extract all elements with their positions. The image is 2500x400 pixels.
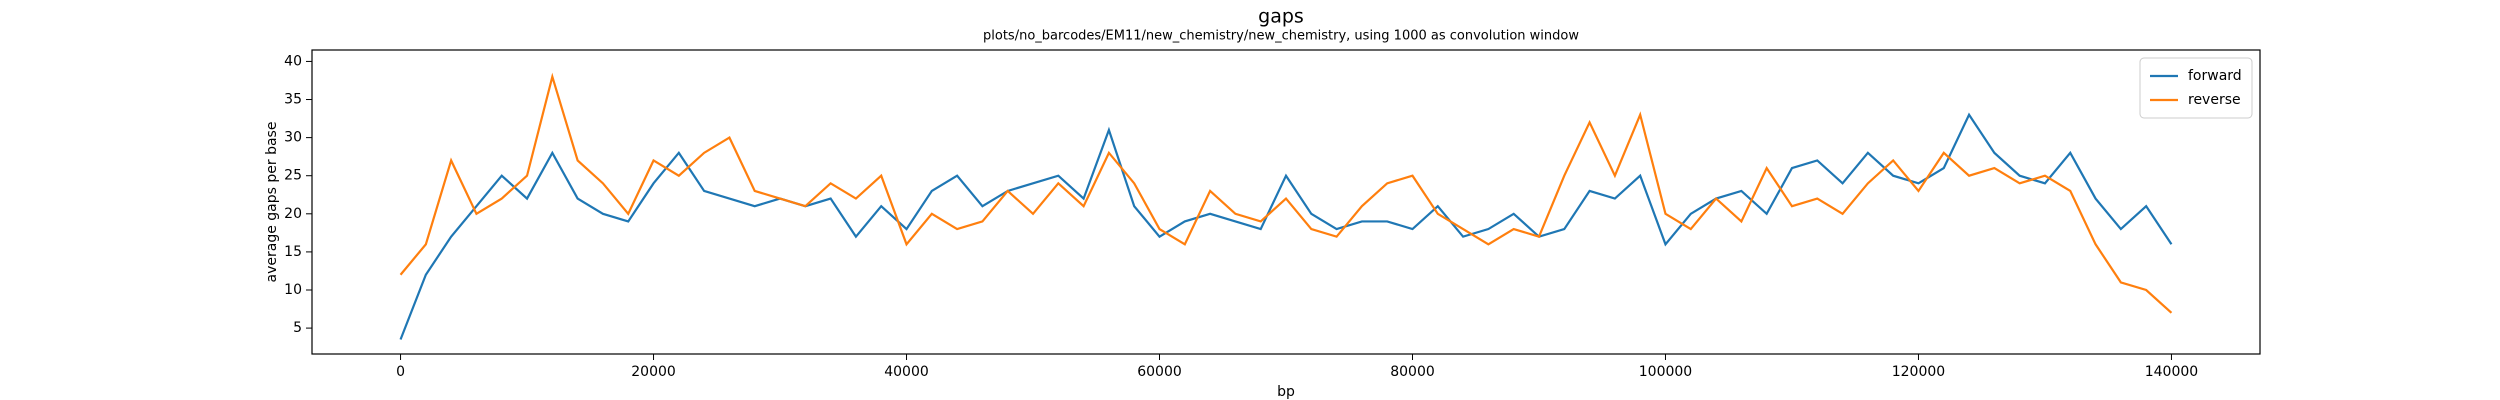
x-tick-label: 40000 xyxy=(884,364,929,380)
x-tick-label: 60000 xyxy=(1137,364,1182,380)
legend-label: reverse xyxy=(2188,92,2241,108)
plot-frame xyxy=(311,49,2261,355)
line-series xyxy=(399,72,2173,314)
x-axis-label: bp xyxy=(1277,384,1295,400)
y-tick-label: 35 xyxy=(284,92,302,108)
x-tick-label: 0 xyxy=(396,364,405,380)
y-tick-label: 15 xyxy=(284,244,302,260)
x-tick-label: 140000 xyxy=(2145,364,2198,380)
y-tick-label: 40 xyxy=(284,53,302,69)
x-tick-label: 80000 xyxy=(1390,364,1435,380)
y-tick-label: 10 xyxy=(284,282,302,298)
y-tick-label: 20 xyxy=(284,206,302,222)
chart-subtitle: plots/no_barcodes/EM11/new_chemistry/new… xyxy=(983,29,1579,44)
chart-title: gaps xyxy=(1258,6,1304,28)
y-tick-label: 5 xyxy=(293,320,302,336)
x-tick-label: 120000 xyxy=(1892,364,1945,380)
legend-label: forward xyxy=(2188,68,2242,84)
y-axis-label: average gaps per base xyxy=(264,122,280,283)
line-series xyxy=(399,112,2173,340)
x-tick-label: 100000 xyxy=(1639,364,1692,380)
y-tick-label: 25 xyxy=(284,168,302,184)
legend-box xyxy=(2139,57,2253,119)
y-tick-label: 30 xyxy=(284,130,302,146)
x-tick-label: 20000 xyxy=(631,364,676,380)
